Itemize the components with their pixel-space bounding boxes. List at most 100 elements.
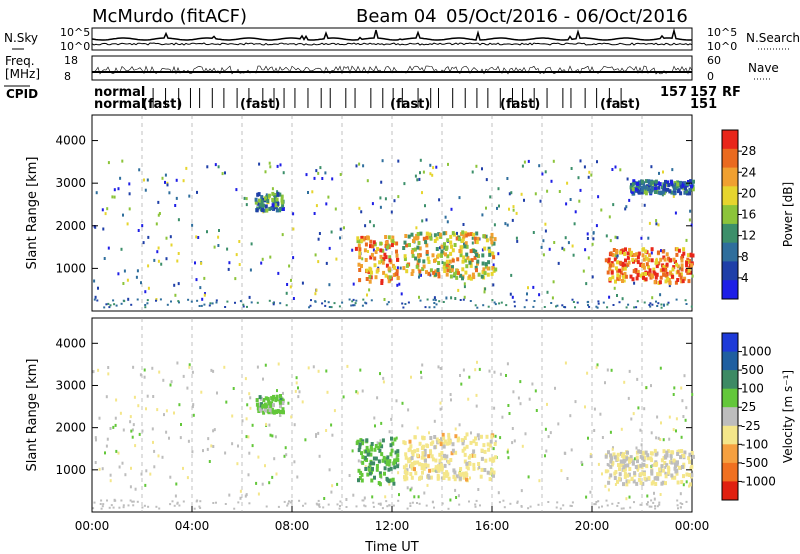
- ground-clutter-pixel: [318, 504, 320, 507]
- echo-region-pixel: [653, 476, 657, 481]
- echo-region-pixel: [688, 265, 692, 270]
- echo-region-pixel: [429, 436, 433, 440]
- echo-region-pixel: [371, 466, 374, 471]
- echo-region-pixel: [484, 264, 488, 269]
- echo-pixel: [425, 218, 428, 222]
- echo-region-pixel: [452, 468, 456, 473]
- echo-region-pixel: [474, 265, 478, 270]
- echo-pixel: [304, 438, 307, 442]
- echo-pixel: [492, 447, 495, 451]
- echo-region-pixel: [274, 203, 278, 208]
- echo-pixel: [463, 285, 466, 289]
- echo-pixel: [441, 261, 444, 265]
- ground-clutter-pixel: [537, 503, 540, 506]
- echo-pixel: [454, 297, 457, 300]
- echo-pixel: [612, 203, 615, 207]
- echo-pixel: [614, 483, 617, 486]
- x-axis-label: Time UT: [364, 540, 418, 554]
- echo-pixel: [572, 253, 575, 257]
- echo-region-pixel: [271, 197, 275, 202]
- ground-clutter-pixel: [112, 506, 115, 509]
- ground-clutter-pixel: [115, 304, 118, 307]
- echo-pixel: [626, 177, 629, 181]
- echo-region-pixel: [629, 274, 633, 279]
- ground-clutter-pixel: [611, 502, 614, 505]
- echo-pixel: [608, 215, 611, 219]
- echo-pixel: [558, 190, 561, 193]
- echo-pixel: [577, 176, 580, 180]
- echo-region-pixel: [435, 236, 439, 241]
- echo-region-pixel: [463, 452, 467, 457]
- echo-region-pixel: [618, 467, 621, 472]
- echo-region-pixel: [682, 462, 686, 467]
- echo-region-pixel: [281, 398, 285, 403]
- echo-pixel: [269, 255, 272, 259]
- echo-pixel: [416, 426, 419, 430]
- echo-region-pixel: [682, 474, 685, 479]
- ground-clutter-pixel: [650, 505, 653, 508]
- ground-clutter-pixel: [113, 303, 116, 306]
- echo-pixel: [435, 165, 438, 169]
- echo-region-pixel: [688, 191, 691, 196]
- ground-clutter-pixel: [494, 303, 497, 306]
- echo-pixel: [315, 434, 317, 438]
- echo-region-pixel: [490, 434, 494, 439]
- echo-pixel: [410, 375, 412, 379]
- echo-pixel: [592, 231, 595, 235]
- echo-region-pixel: [371, 244, 375, 249]
- echo-region-pixel: [649, 451, 653, 456]
- ground-clutter-pixel: [441, 502, 444, 505]
- ground-clutter-pixel: [556, 304, 559, 307]
- ground-clutter-pixel: [555, 305, 557, 308]
- echo-pixel: [630, 417, 633, 421]
- echo-region-pixel: [658, 467, 662, 472]
- echo-pixel: [637, 406, 640, 410]
- echo-region-pixel: [458, 249, 462, 253]
- echo-pixel: [358, 206, 361, 210]
- ground-clutter-pixel: [533, 300, 536, 302]
- echo-pixel: [292, 212, 295, 216]
- echo-pixel: [98, 416, 101, 420]
- echo-pixel: [570, 448, 573, 452]
- echo-region-pixel: [373, 475, 376, 480]
- echo-pixel: [144, 188, 147, 192]
- echo-region-pixel: [384, 273, 388, 278]
- echo-pixel: [601, 436, 604, 439]
- ground-clutter-pixel: [96, 299, 99, 302]
- echo-pixel: [285, 291, 288, 295]
- echo-pixel: [109, 479, 112, 483]
- ground-clutter-pixel: [110, 504, 113, 507]
- echo-pixel: [674, 211, 677, 215]
- echo-region-pixel: [494, 267, 498, 272]
- echo-region-pixel: [429, 236, 433, 241]
- ground-clutter-pixel: [654, 505, 657, 508]
- echo-region-pixel: [463, 436, 467, 440]
- echo-pixel: [475, 404, 478, 408]
- echo-region-pixel: [493, 237, 497, 242]
- echo-region-pixel: [387, 235, 391, 240]
- echo-region-pixel: [390, 436, 393, 441]
- echo-pixel: [128, 192, 131, 196]
- ground-clutter-pixel: [361, 499, 364, 502]
- echo-region-pixel: [393, 265, 397, 270]
- echo-region-pixel: [442, 471, 446, 476]
- echo-pixel: [399, 266, 402, 270]
- echo-region-pixel: [480, 434, 483, 439]
- echo-pixel: [535, 409, 538, 412]
- echo-pixel: [305, 173, 308, 177]
- echo-pixel: [611, 447, 614, 451]
- ground-clutter-pixel: [409, 502, 412, 505]
- echo-region-pixel: [667, 256, 671, 261]
- echo-region-pixel: [429, 449, 432, 454]
- echo-region-pixel: [433, 435, 437, 439]
- ground-clutter-pixel: [587, 304, 589, 307]
- y-tick-label: 4000: [55, 134, 86, 148]
- echo-region-pixel: [408, 243, 411, 247]
- ground-clutter-pixel: [562, 504, 565, 507]
- echo-region-pixel: [379, 241, 383, 246]
- echo-region-pixel: [388, 459, 392, 464]
- echo-pixel: [650, 165, 653, 169]
- echo-pixel: [569, 414, 572, 418]
- echo-region-pixel: [632, 269, 636, 274]
- echo-pixel: [188, 363, 191, 367]
